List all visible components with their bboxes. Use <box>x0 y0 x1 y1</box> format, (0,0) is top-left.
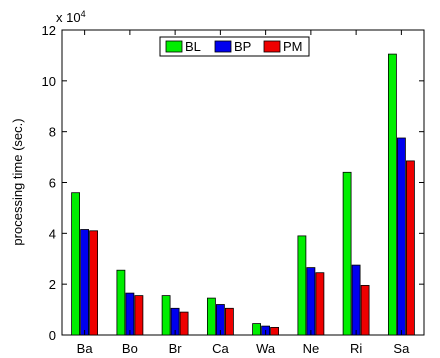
bar-bl-ba <box>71 192 80 336</box>
bar-bp-ri <box>351 264 361 336</box>
bars-group <box>71 53 415 336</box>
bar-pm-br <box>179 311 189 336</box>
y-tick-label: 2 <box>49 277 56 292</box>
y-tick-label: 12 <box>42 23 56 38</box>
x-tick-label: Br <box>169 341 183 356</box>
x-tick-label: Ne <box>303 341 320 356</box>
bar-bl-sa <box>387 53 397 336</box>
y-axis-label: processing time (sec.) <box>10 118 25 245</box>
bar-bl-wa <box>252 323 262 336</box>
x-tick-label: Ca <box>212 341 229 356</box>
y-tick-label: 0 <box>49 328 56 343</box>
bar-pm-ri <box>360 284 370 336</box>
bar-bl-bo <box>116 269 126 336</box>
exponent-base: x 10 <box>56 10 81 25</box>
y-tick-label: 10 <box>42 74 56 89</box>
legend-swatch-pm <box>263 40 281 53</box>
legend: BL BP PM <box>159 36 310 57</box>
legend-label-pm: PM <box>283 39 303 54</box>
x-tick-label: Ri <box>350 341 362 356</box>
y-axis: 0 2 4 6 8 10 12 <box>42 23 424 343</box>
y-tick-label: 8 <box>49 125 56 140</box>
bar-pm-ne <box>315 272 325 336</box>
bar-bl-ne <box>297 235 307 336</box>
x-tick-label: Ba <box>77 341 94 356</box>
bar-pm-sa <box>405 160 415 336</box>
bar-bl-br <box>161 295 171 336</box>
x-tick-label: Sa <box>393 341 410 356</box>
bar-bl-ri <box>342 171 352 336</box>
legend-label-bl: BL <box>185 39 201 54</box>
legend-swatch-bl <box>165 40 183 53</box>
y-tick-label: 6 <box>49 176 56 191</box>
x-tick-label: Wa <box>256 341 276 356</box>
bar-bp-bo <box>125 292 135 336</box>
bar-bp-sa <box>396 137 406 336</box>
bar-bl-ca <box>206 297 216 336</box>
legend-swatch-bp <box>214 40 232 53</box>
exponent-power: 4 <box>81 9 86 19</box>
bar-pm-ca <box>224 307 234 336</box>
x-axis: Ba Bo Br Ca Wa Ne Ri Sa <box>77 30 410 356</box>
bar-pm-bo <box>134 295 144 336</box>
bar-bp-ne <box>306 267 316 336</box>
x-tick-label: Bo <box>122 341 138 356</box>
plot-area <box>61 29 425 336</box>
bar-pm-ba <box>89 230 98 336</box>
bar-pm-wa <box>270 326 280 336</box>
exponent-label: x 104 <box>56 9 86 25</box>
legend-label-bp: BP <box>234 39 251 54</box>
y-tick-label: 4 <box>49 226 56 241</box>
bar-bp-ba <box>80 229 89 336</box>
